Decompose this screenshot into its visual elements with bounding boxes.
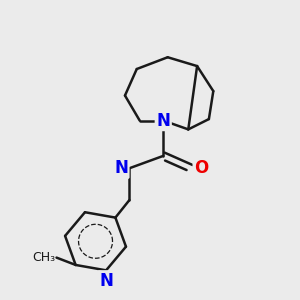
Text: N: N <box>114 159 128 177</box>
Text: N: N <box>99 272 113 290</box>
Text: CH₃: CH₃ <box>32 251 55 264</box>
Text: N: N <box>156 112 170 130</box>
Text: O: O <box>194 159 208 177</box>
Text: H: H <box>111 159 124 174</box>
